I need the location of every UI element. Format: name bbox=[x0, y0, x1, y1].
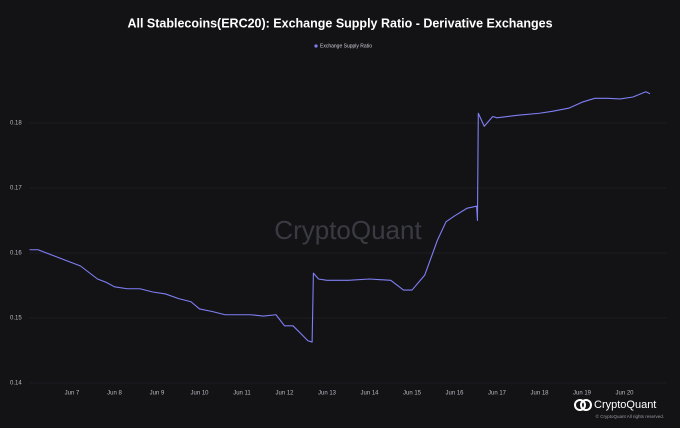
x-tick-label: Jun 8 bbox=[107, 391, 122, 397]
y-tick-label: 0.16 bbox=[10, 251, 22, 257]
x-tick-label: Jun 9 bbox=[150, 391, 165, 397]
x-tick-label: Jun 10 bbox=[190, 391, 209, 397]
y-tick-label: 0.18 bbox=[10, 121, 22, 127]
x-tick-label: Jun 16 bbox=[445, 391, 464, 397]
logo-icon bbox=[574, 399, 586, 411]
x-tick-label: Jun 7 bbox=[65, 391, 80, 397]
x-tick-label: Jun 20 bbox=[615, 391, 634, 397]
x-tick-label: Jun 14 bbox=[360, 391, 379, 397]
watermark: CryptoQuant bbox=[274, 215, 422, 245]
x-tick-label: Jun 15 bbox=[403, 391, 422, 397]
line-series bbox=[29, 91, 651, 343]
x-tick-label: Jun 18 bbox=[530, 391, 549, 397]
x-tick-label: Jun 19 bbox=[573, 391, 592, 397]
x-tick-label: Jun 13 bbox=[318, 391, 337, 397]
copyright: © CryptoQuant All rights reserved. bbox=[596, 413, 664, 419]
x-tick-label: Jun 12 bbox=[275, 391, 294, 397]
logo-icon bbox=[580, 399, 592, 411]
legend-label: Exchange Supply Ratio bbox=[320, 43, 372, 49]
logo bbox=[574, 399, 592, 411]
y-tick-label: 0.17 bbox=[10, 186, 22, 192]
brand: CryptoQuant bbox=[594, 399, 656, 411]
x-tick-label: Jun 17 bbox=[488, 391, 507, 397]
y-tick-label: 0.14 bbox=[10, 381, 22, 387]
legend-marker bbox=[314, 44, 318, 48]
chart-title: All Stablecoins(ERC20): Exchange Supply … bbox=[127, 16, 552, 30]
y-tick-label: 0.15 bbox=[10, 316, 22, 322]
x-tick-label: Jun 11 bbox=[233, 391, 251, 397]
